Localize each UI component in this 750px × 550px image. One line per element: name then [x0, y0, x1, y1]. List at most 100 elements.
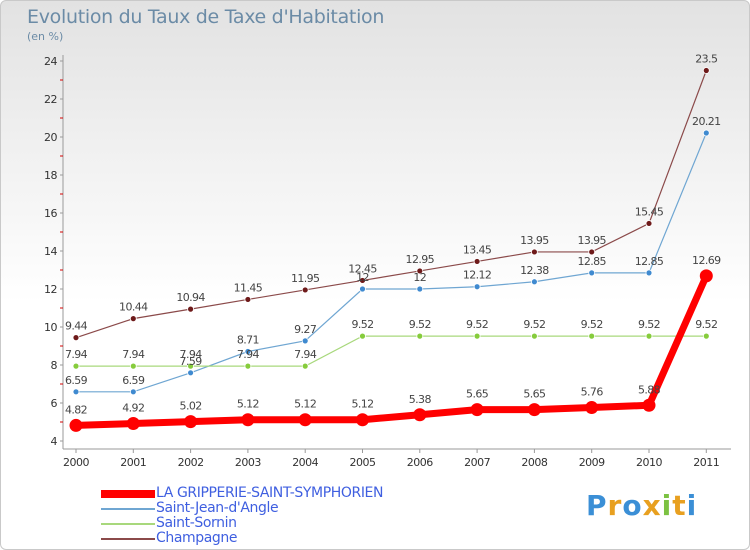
data-label: 4.92	[122, 402, 144, 415]
data-label: 10.44	[119, 301, 148, 314]
data-point	[301, 286, 309, 294]
data-point	[585, 401, 599, 415]
y-tick-label: 8	[51, 359, 58, 372]
data-point	[356, 413, 369, 427]
data-point	[129, 388, 137, 396]
data-point	[473, 283, 481, 291]
data-label: 11.95	[291, 272, 320, 285]
x-tick-label: 2001	[120, 456, 146, 469]
y-tick-label: 22	[44, 93, 57, 106]
logo-letter: P	[586, 489, 608, 522]
data-point	[359, 277, 366, 284]
chart-title: Evolution du Taux de Taxe d'Habitation	[27, 6, 385, 28]
x-tick-label: 2010	[636, 456, 662, 469]
data-label: 9.52	[523, 318, 545, 331]
data-point	[72, 334, 80, 342]
x-tick-label: 2009	[579, 456, 605, 469]
proxiti-logo: Proxiti	[586, 489, 697, 522]
data-label: 7.94	[180, 348, 203, 361]
data-point	[244, 296, 252, 303]
data-label: 9.52	[409, 318, 431, 331]
data-label: 5.12	[351, 398, 373, 411]
legend-swatch	[101, 538, 155, 540]
data-label: 9.52	[638, 318, 660, 331]
legend-label: Saint-Jean-d'Angle	[156, 500, 279, 516]
data-label: 5.65	[523, 388, 546, 401]
data-point	[413, 408, 427, 422]
series-line	[76, 132, 707, 393]
data-label: 12	[413, 271, 426, 284]
data-point	[588, 332, 596, 340]
data-label: 5.12	[294, 398, 316, 411]
legend-label: LA GRIPPERIE-SAINT-SYMPHORIEN	[156, 485, 384, 501]
y-tick-label: 4	[51, 435, 58, 448]
series-line	[75, 70, 707, 339]
data-point	[129, 315, 137, 323]
data-label: 9.52	[351, 318, 373, 331]
data-point	[301, 362, 309, 370]
data-point	[527, 403, 541, 417]
data-point	[244, 362, 252, 370]
data-point	[301, 337, 309, 345]
data-point	[359, 332, 366, 340]
data-point	[531, 248, 538, 256]
data-label: 12.95	[406, 253, 435, 266]
y-tick-label: 18	[44, 169, 57, 182]
y-tick-label: 20	[44, 131, 57, 144]
data-label: 13.95	[577, 234, 606, 247]
data-point	[645, 269, 653, 277]
data-point	[72, 362, 80, 370]
x-tick-label: 2011	[693, 456, 719, 469]
x-tick-label: 2005	[350, 456, 376, 469]
y-tick-label: 14	[44, 245, 57, 258]
data-point	[702, 129, 710, 137]
data-point	[244, 348, 252, 355]
data-label: 11.45	[234, 281, 263, 294]
data-label: 9.52	[581, 318, 603, 331]
logo-letter: i	[686, 489, 698, 522]
legend-label: Champagne	[156, 530, 238, 546]
y-tick-label: 16	[44, 207, 57, 220]
data-label: 5.88	[638, 383, 661, 396]
data-point	[187, 362, 195, 370]
data-label: 23.5	[695, 53, 718, 66]
data-label: 9.44	[65, 320, 88, 333]
data-point	[359, 285, 366, 293]
data-point	[187, 305, 195, 313]
data-point	[69, 418, 83, 432]
data-point	[416, 267, 424, 275]
data-label: 12.69	[692, 254, 721, 267]
series-line	[75, 274, 710, 429]
data-point	[531, 278, 538, 286]
data-point	[129, 362, 137, 370]
data-label: 8.71	[237, 334, 259, 347]
data-point	[645, 220, 653, 227]
legend-swatch	[101, 523, 155, 525]
x-tick-label: 2004	[292, 456, 318, 469]
data-label: 13.45	[463, 243, 492, 256]
logo-letter: t	[672, 489, 687, 522]
data-label: 10.94	[176, 291, 205, 304]
data-label: 5.38	[409, 393, 432, 406]
legend-swatch	[101, 490, 155, 498]
y-tick-label: 12	[44, 283, 57, 296]
data-label: 6.59	[65, 374, 88, 387]
data-point	[702, 67, 710, 74]
data-point	[72, 388, 80, 396]
x-tick-label: 2006	[407, 456, 433, 469]
legend-label: Saint-Sornin	[156, 515, 237, 531]
data-label: 15.45	[635, 205, 664, 218]
data-point	[531, 332, 538, 340]
logo-letter: i	[661, 489, 673, 522]
data-label: 13.95	[520, 234, 549, 247]
data-label: 9.52	[466, 318, 488, 331]
data-point	[416, 285, 424, 293]
series-line	[76, 335, 707, 367]
x-tick-label: 2003	[235, 456, 261, 469]
data-point	[187, 369, 195, 377]
data-label: 9.52	[695, 318, 717, 331]
logo-letter: r	[607, 489, 623, 522]
data-label: 12	[356, 271, 369, 284]
x-tick-label: 2002	[178, 456, 204, 469]
